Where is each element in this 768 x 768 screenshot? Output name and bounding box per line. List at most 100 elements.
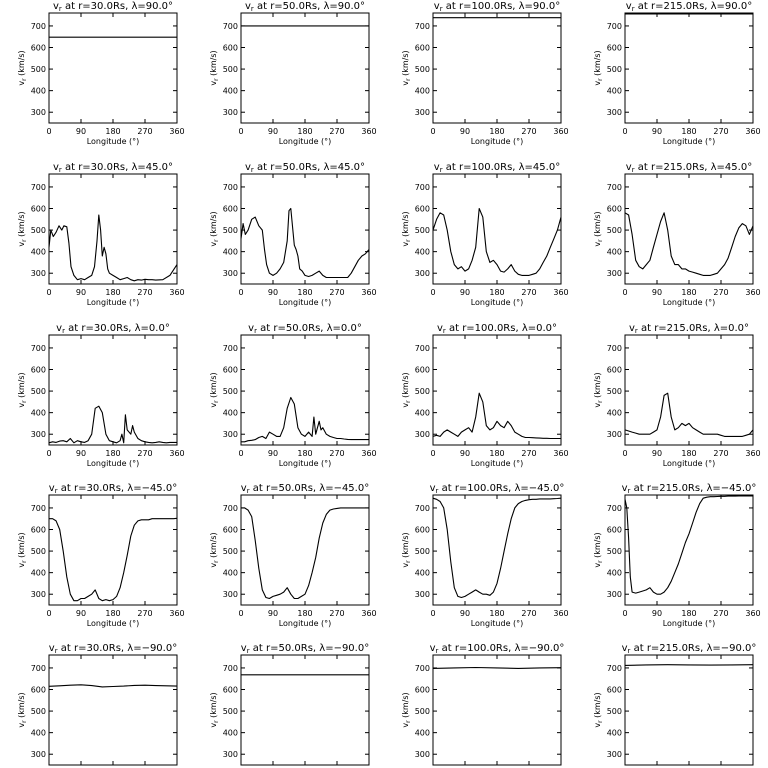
- y-axis-label-base: v: [17, 403, 26, 408]
- x-tick-label: 270: [713, 288, 728, 297]
- y-axis-label-sub: r: [405, 239, 412, 242]
- y-tick-label: 700: [415, 183, 430, 192]
- x-tick-label: 270: [521, 288, 536, 297]
- plot-frame: [432, 334, 562, 446]
- x-tick-label: 360: [553, 127, 568, 136]
- panel-13: vr at r=50.0Rs, λ=−45.0°0 90 180 270 3603004…: [209, 483, 377, 628]
- y-tick-label: 700: [415, 504, 430, 513]
- y-tick-label: 400: [31, 87, 46, 96]
- y-axis-label-sub: r: [213, 239, 220, 242]
- y-axis-label-base: v: [17, 563, 26, 568]
- y-axis-label-sub: r: [21, 239, 28, 242]
- y-axis-label-base: v: [401, 242, 410, 247]
- y-axis-label-base: v: [593, 563, 602, 568]
- y-axis-label-sub: r: [213, 400, 220, 403]
- y-tick-label: 500: [607, 547, 622, 556]
- x-tick-label: 360: [553, 609, 568, 618]
- x-tick-label: 0: [238, 288, 243, 297]
- y-axis-label-rest: (km/s): [593, 50, 602, 78]
- x-tick-label: 90: [460, 609, 470, 618]
- panel-title-base: v: [53, 162, 59, 173]
- panel-title-sub: r: [59, 5, 62, 13]
- y-axis-label-base: v: [209, 723, 218, 728]
- y-tick-label: 500: [223, 387, 238, 396]
- panel-title: vr at r=215.0Rs, λ=0.0°: [629, 323, 749, 335]
- x-axis-label: Longitude (°): [663, 459, 716, 468]
- plot-frame: [48, 173, 178, 285]
- panel-title: vr at r=50.0Rs, λ=−45.0°: [241, 483, 369, 495]
- panel-title-sub: r: [628, 487, 631, 495]
- y-tick-label: 700: [607, 183, 622, 192]
- y-tick-label: 600: [415, 205, 430, 214]
- panel-title-base: v: [626, 1, 632, 12]
- y-tick-label: 400: [415, 729, 430, 738]
- y-tick-label: 700: [31, 22, 46, 31]
- panel-title-rest: at r=215.0Rs, λ=−90.0°: [630, 643, 756, 654]
- panel-title-sub: r: [436, 647, 439, 655]
- panel-title-base: v: [56, 323, 62, 334]
- plot-frame: [240, 654, 370, 766]
- y-axis-label-base: v: [401, 81, 410, 86]
- y-axis-label-rest: (km/s): [593, 372, 602, 400]
- x-tick-label: 180: [105, 449, 120, 458]
- series-line: [48, 405, 177, 444]
- y-tick-label: 500: [223, 226, 238, 235]
- y-axis-label-sub: r: [597, 239, 604, 242]
- x-axis-label: Longitude (°): [279, 298, 332, 307]
- y-axis-label: vr (km/s): [17, 532, 28, 567]
- x-tick-label: 0: [430, 288, 435, 297]
- plot-frame: [240, 12, 370, 124]
- y-tick-label: 500: [415, 547, 430, 556]
- panel-title-base: v: [49, 643, 55, 654]
- y-tick-label: 300: [223, 750, 238, 759]
- y-tick-label: 300: [415, 430, 430, 439]
- panel-title-rest: at r=30.0Rs, λ=90.0°: [62, 1, 173, 12]
- panel-title-rest: at r=50.0Rs, λ=90.0°: [254, 1, 365, 12]
- y-axis-label-rest: (km/s): [17, 692, 26, 720]
- panel-title-base: v: [53, 1, 59, 12]
- y-tick-label: 600: [415, 366, 430, 375]
- panel-title-rest: at r=100.0Rs, λ=−90.0°: [438, 643, 564, 654]
- x-axis-label: Longitude (°): [87, 459, 140, 468]
- x-tick-label: 360: [169, 288, 184, 297]
- y-tick-label: 400: [415, 87, 430, 96]
- y-tick-label: 500: [31, 65, 46, 74]
- x-tick-label: 0: [622, 288, 627, 297]
- y-tick-label: 600: [415, 526, 430, 535]
- y-tick-label: 300: [31, 108, 46, 117]
- x-tick-label: 0: [46, 449, 51, 458]
- panel-title-sub: r: [443, 327, 446, 335]
- panel-title: vr at r=215.0Rs, λ=90.0°: [626, 1, 752, 13]
- y-tick-label: 700: [607, 22, 622, 31]
- y-axis-label: vr (km/s): [209, 211, 220, 246]
- y-axis-label-base: v: [17, 81, 26, 86]
- x-tick-label: 180: [489, 609, 504, 618]
- y-tick-label: 400: [607, 248, 622, 257]
- y-tick-label: 600: [607, 205, 622, 214]
- panel-title: vr at r=50.0Rs, λ=90.0°: [245, 1, 365, 13]
- panel-title-base: v: [430, 483, 436, 494]
- y-axis-label: vr (km/s): [17, 50, 28, 85]
- panel-title-sub: r: [247, 487, 250, 495]
- panel-title-base: v: [626, 162, 632, 173]
- panel-title-rest: at r=50.0Rs, λ=−90.0°: [250, 643, 370, 654]
- y-tick-label: 400: [415, 569, 430, 578]
- y-tick-label: 400: [31, 569, 46, 578]
- x-tick-label: 270: [329, 127, 344, 136]
- series-line: [624, 212, 754, 276]
- x-tick-label: 90: [268, 609, 278, 618]
- plot-frame: [240, 173, 370, 285]
- y-axis-label-base: v: [209, 403, 218, 408]
- y-axis-label-rest: (km/s): [593, 532, 602, 560]
- x-tick-label: 180: [489, 288, 504, 297]
- x-tick-label: 270: [713, 449, 728, 458]
- series-line: [432, 497, 562, 599]
- y-axis-label-sub: r: [405, 560, 412, 563]
- y-axis-label: vr (km/s): [209, 532, 220, 567]
- plot-frame: [624, 654, 754, 766]
- x-tick-label: 270: [137, 127, 152, 136]
- series-line: [48, 214, 178, 282]
- panel-title-sub: r: [55, 647, 58, 655]
- x-tick-label: 0: [46, 609, 51, 618]
- panel-title: vr at r=30.0Rs, λ=−90.0°: [49, 643, 177, 655]
